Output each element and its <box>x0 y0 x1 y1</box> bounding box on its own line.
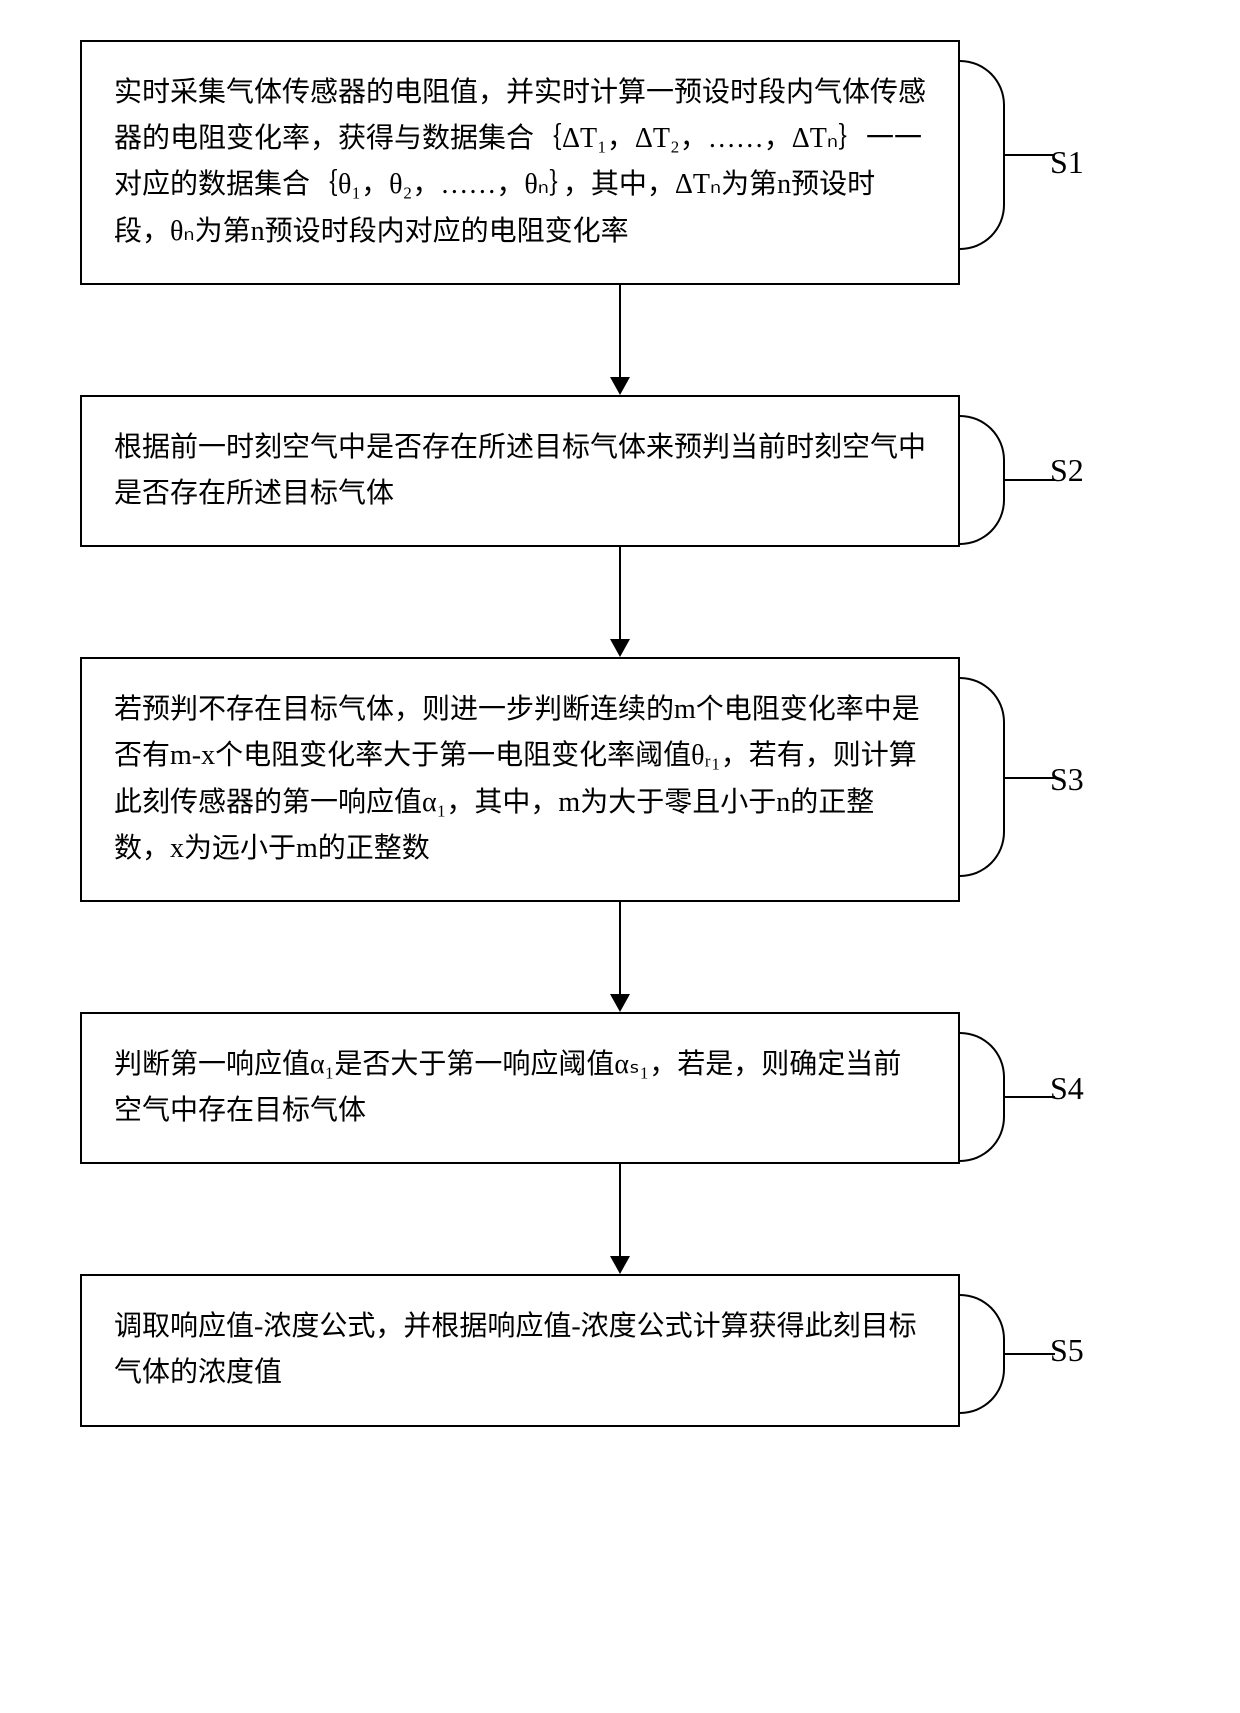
arrow-s2-s3 <box>180 547 1060 657</box>
connector-curve-s3 <box>960 677 1005 877</box>
arrow-line <box>619 285 621 377</box>
step-label-s2: S2 <box>1050 452 1084 489</box>
step-label-s3: S3 <box>1050 761 1084 798</box>
step-row-s5: 调取响应值-浓度公式，并根据响应值-浓度公式计算获得此刻目标气体的浓度值 S5 <box>80 1274 1160 1426</box>
connector-curve-s4 <box>960 1032 1005 1162</box>
step-row-s1: 实时采集气体传感器的电阻值，并实时计算一预设时段内气体传感器的电阻变化率，获得与… <box>80 40 1160 285</box>
step-box-s1: 实时采集气体传感器的电阻值，并实时计算一预设时段内气体传感器的电阻变化率，获得与… <box>80 40 960 285</box>
arrow-s3-s4 <box>180 902 1060 1012</box>
step-text-s4: 判断第一响应值α₁是否大于第一响应阈值αₛ₁，若是，则确定当前空气中存在目标气体 <box>114 1049 901 1126</box>
connector-line-s4 <box>1005 1096 1055 1098</box>
connector-line-s1 <box>1005 154 1055 156</box>
flowchart-container: 实时采集气体传感器的电阻值，并实时计算一预设时段内气体传感器的电阻变化率，获得与… <box>80 40 1160 1427</box>
arrow-head <box>610 994 630 1012</box>
arrow-s4-s5 <box>180 1164 1060 1274</box>
step-box-s5: 调取响应值-浓度公式，并根据响应值-浓度公式计算获得此刻目标气体的浓度值 <box>80 1274 960 1426</box>
step-row-s3: 若预判不存在目标气体，则进一步判断连续的m个电阻变化率中是否有m-x个电阻变化率… <box>80 657 1160 902</box>
step-row-s4: 判断第一响应值α₁是否大于第一响应阈值αₛ₁，若是，则确定当前空气中存在目标气体… <box>80 1012 1160 1164</box>
step-box-s4: 判断第一响应值α₁是否大于第一响应阈值αₛ₁，若是，则确定当前空气中存在目标气体 <box>80 1012 960 1164</box>
connector-curve-s2 <box>960 415 1005 545</box>
connector-line-s3 <box>1005 777 1055 779</box>
step-box-s2: 根据前一时刻空气中是否存在所述目标气体来预判当前时刻空气中是否存在所述目标气体 <box>80 395 960 547</box>
step-label-s4: S4 <box>1050 1070 1084 1107</box>
connector-line-s2 <box>1005 479 1055 481</box>
step-text-s1: 实时采集气体传感器的电阻值，并实时计算一预设时段内气体传感器的电阻变化率，获得与… <box>114 77 926 247</box>
connector-line-s5 <box>1005 1353 1055 1355</box>
connector-curve-s5 <box>960 1294 1005 1414</box>
step-box-s3: 若预判不存在目标气体，则进一步判断连续的m个电阻变化率中是否有m-x个电阻变化率… <box>80 657 960 902</box>
arrow-line <box>619 1164 621 1256</box>
arrow-s1-s2 <box>180 285 1060 395</box>
arrow-head <box>610 639 630 657</box>
step-text-s5: 调取响应值-浓度公式，并根据响应值-浓度公式计算获得此刻目标气体的浓度值 <box>114 1311 917 1388</box>
step-text-s2: 根据前一时刻空气中是否存在所述目标气体来预判当前时刻空气中是否存在所述目标气体 <box>114 432 926 509</box>
step-label-s5: S5 <box>1050 1332 1084 1369</box>
step-label-s1: S1 <box>1050 144 1084 181</box>
arrow-head <box>610 1256 630 1274</box>
arrow-head <box>610 377 630 395</box>
connector-curve-s1 <box>960 60 1005 250</box>
arrow-line <box>619 547 621 639</box>
arrow-line <box>619 902 621 994</box>
step-row-s2: 根据前一时刻空气中是否存在所述目标气体来预判当前时刻空气中是否存在所述目标气体 … <box>80 395 1160 547</box>
step-text-s3: 若预判不存在目标气体，则进一步判断连续的m个电阻变化率中是否有m-x个电阻变化率… <box>114 694 920 864</box>
